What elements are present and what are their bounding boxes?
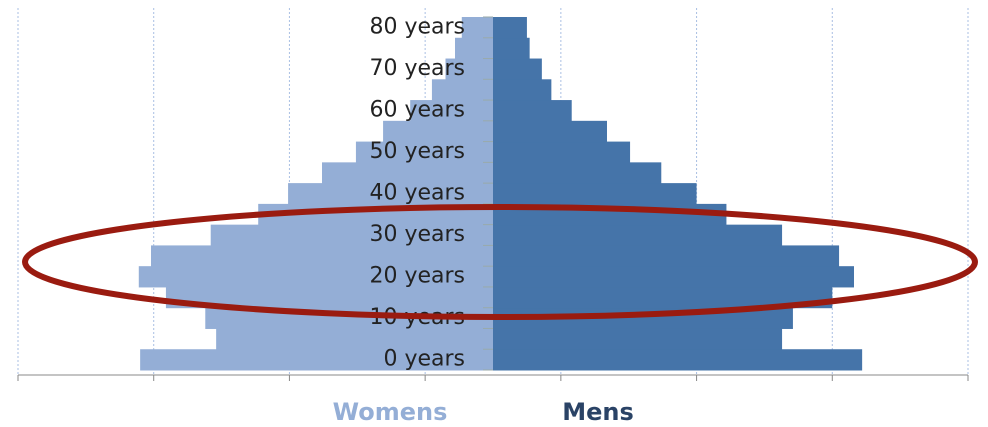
- bar: [461, 17, 493, 39]
- bar: [493, 79, 552, 101]
- bar: [493, 37, 530, 60]
- y-tick-label: 20 years: [369, 264, 465, 289]
- bar: [431, 79, 493, 101]
- y-tick-label: 30 years: [369, 222, 465, 247]
- bar: [493, 100, 572, 122]
- highlight-ellipse: [22, 204, 978, 320]
- bar: [493, 245, 840, 267]
- bar: [355, 141, 493, 163]
- bar: [493, 17, 527, 39]
- bar: [165, 286, 493, 309]
- bar: [493, 349, 863, 371]
- bar: [445, 58, 493, 80]
- bar: [410, 100, 493, 122]
- bar: [493, 141, 631, 163]
- bar: [493, 266, 854, 288]
- bar: [383, 120, 493, 143]
- y-tick-label: 80 years: [369, 14, 465, 39]
- bar: [493, 328, 783, 350]
- bar: [455, 37, 493, 60]
- y-tick-label: 40 years: [369, 181, 465, 206]
- bar: [493, 162, 662, 184]
- bar: [216, 328, 493, 350]
- bar: [493, 120, 607, 143]
- bar: [151, 245, 493, 267]
- y-tick-label: 70 years: [369, 56, 465, 81]
- y-tick-label: 0 years: [383, 347, 465, 372]
- legend-label: Womens: [333, 398, 448, 426]
- bar: [493, 224, 783, 246]
- bar: [493, 183, 697, 205]
- bar: [493, 58, 542, 80]
- y-tick-label: 50 years: [369, 139, 465, 164]
- legend-label: Mens: [562, 398, 634, 426]
- y-tick-label: 60 years: [369, 97, 465, 122]
- bar: [138, 266, 494, 288]
- bar: [210, 224, 493, 246]
- bar: [140, 349, 493, 371]
- bar: [322, 162, 493, 184]
- bar: [288, 183, 493, 205]
- bar: [493, 286, 833, 309]
